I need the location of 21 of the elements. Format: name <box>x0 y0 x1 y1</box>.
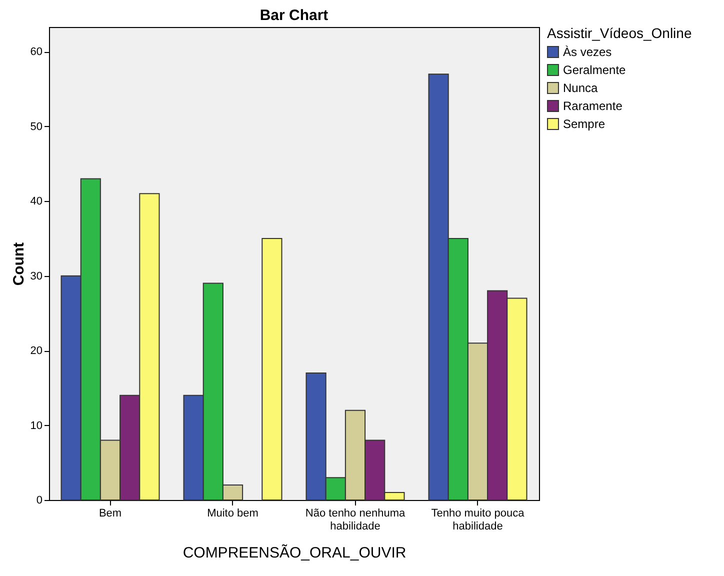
chart-title: Bar Chart <box>260 7 328 24</box>
y-tick-label: 60 <box>30 46 42 58</box>
x-tick-label: Bem <box>98 508 122 520</box>
y-axis-title: Count <box>10 242 28 286</box>
x-tick-label: Muito bem <box>207 508 258 520</box>
y-tick-label: 20 <box>30 345 42 358</box>
y-tick-label: 0 <box>36 494 42 506</box>
legend-label: Às vezes <box>563 45 612 59</box>
y-tick-label: 30 <box>30 270 42 282</box>
x-tick-label: Tenho muito pouca habilidade <box>431 508 526 532</box>
bar <box>262 238 282 500</box>
x-tick-label: Não tenho nenhuma habilidade <box>305 508 406 532</box>
x-axis-title: COMPREENSÃO_ORAL_OUVIR <box>182 544 406 562</box>
y-tick-label: 50 <box>30 120 42 133</box>
legend-label: Raramente <box>563 99 623 113</box>
legend-title: Assistir_Vídeos_Online <box>547 25 692 41</box>
legend-label: Nunca <box>563 81 598 95</box>
legend-label: Geralmente <box>563 63 626 77</box>
y-tick-label: 10 <box>30 420 42 432</box>
legend-label: Sempre <box>563 117 606 131</box>
y-tick-label: 40 <box>30 196 42 208</box>
